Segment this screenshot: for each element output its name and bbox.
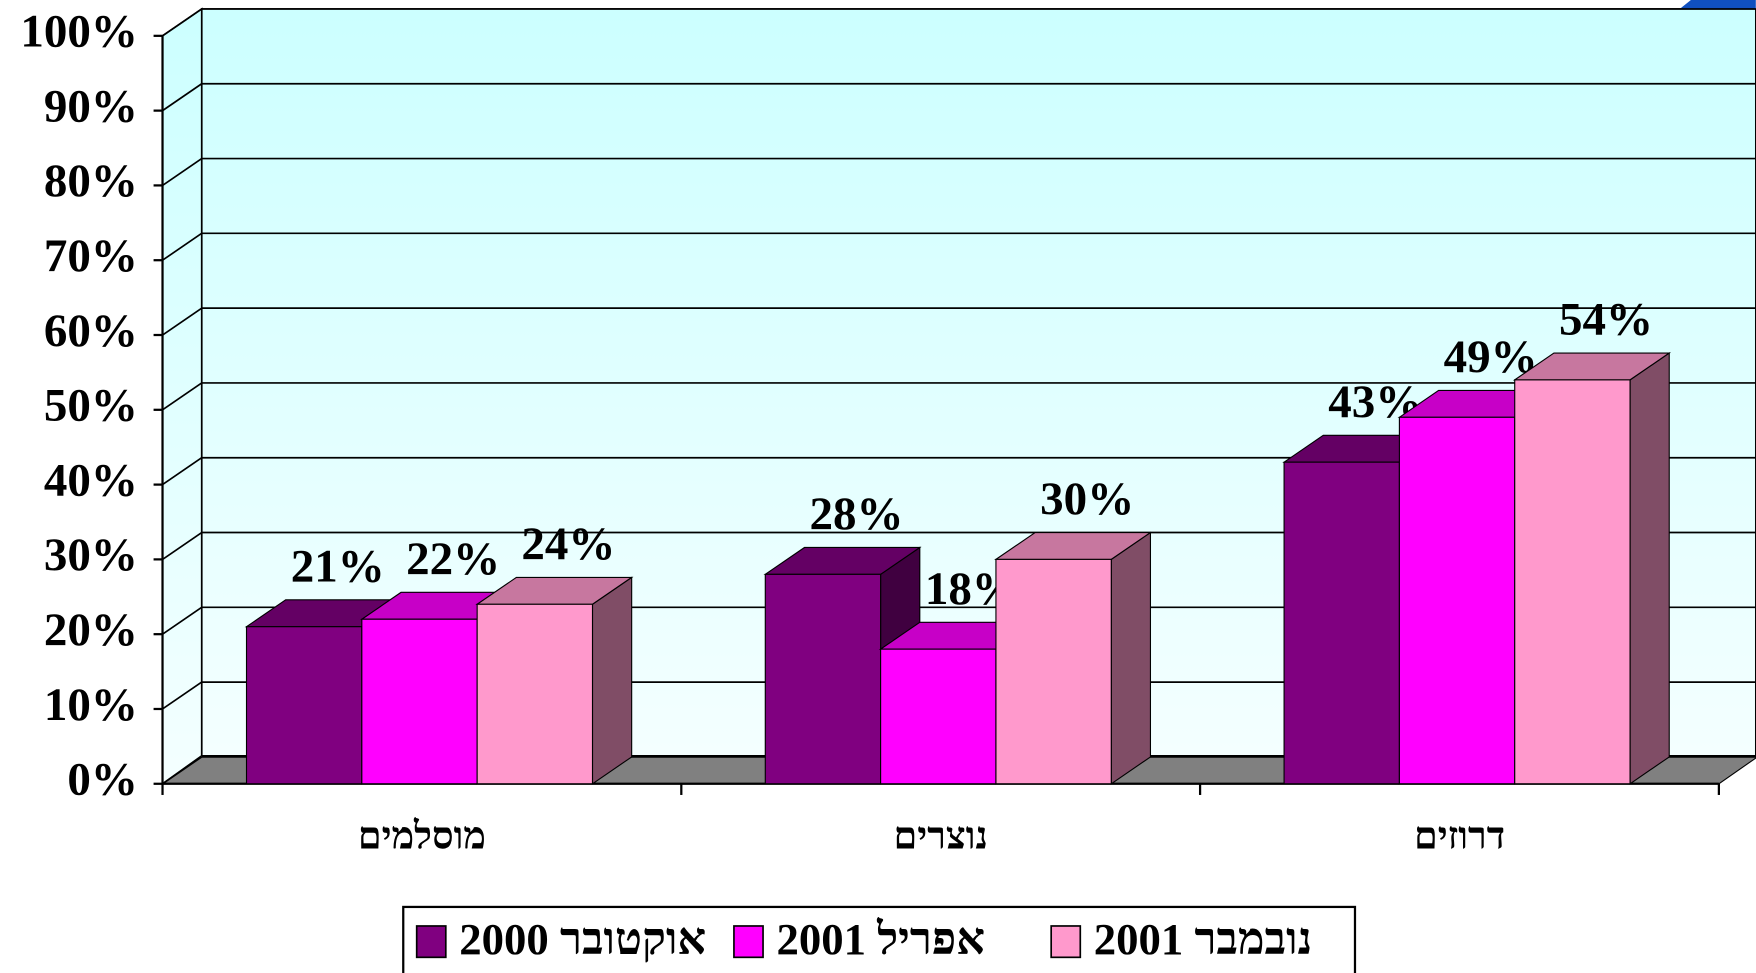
grid-line — [162, 681, 203, 710]
data-label: 30% — [1040, 473, 1134, 525]
y-tick-label: 40% — [44, 454, 138, 506]
bar — [1398, 416, 1516, 785]
data-label: 54% — [1559, 294, 1653, 346]
bar — [880, 648, 997, 785]
grid-line — [162, 8, 203, 37]
x-tick-label: מוסלמים — [358, 815, 486, 857]
corner-decoration — [1679, 0, 1756, 9]
data-label: 21% — [291, 541, 385, 593]
y-tick-label: 70% — [44, 230, 138, 282]
data-label: 24% — [521, 518, 615, 570]
bar-side — [1629, 351, 1670, 785]
grid-line — [162, 531, 203, 561]
y-tick-label: 90% — [44, 80, 138, 132]
y-tick-label: 20% — [44, 604, 138, 656]
legend-swatch — [733, 925, 764, 959]
legend-label: אפריל 2001 — [776, 914, 984, 964]
grid-line — [162, 606, 203, 635]
grid-line — [162, 382, 203, 411]
legend-swatch — [1050, 925, 1082, 959]
y-tick-label: 100% — [20, 6, 138, 58]
y-tick-label: 10% — [44, 679, 138, 731]
grid-line — [162, 756, 203, 785]
grid-line — [162, 307, 203, 336]
x-tick-label: נוצרים — [893, 815, 987, 857]
bar-side — [591, 576, 633, 785]
y-tick-label: 0% — [67, 754, 138, 806]
legend-label: נובמבר 2001 — [1094, 914, 1312, 964]
y-tick-label: 30% — [44, 529, 138, 581]
legend-label: אוקטובר 2000 — [459, 914, 706, 964]
bar — [1283, 461, 1400, 785]
grid-line — [162, 232, 203, 261]
legend-swatch — [415, 925, 447, 959]
x-tick-label: דרוזים — [1414, 815, 1505, 857]
data-label: 22% — [406, 533, 500, 585]
bar — [361, 618, 478, 785]
bar — [476, 603, 594, 785]
grid-line — [162, 83, 203, 112]
bar — [245, 626, 363, 785]
legend — [402, 905, 1357, 973]
y-tick-label: 80% — [44, 155, 138, 207]
grid-line — [162, 457, 203, 486]
y-tick-label: 50% — [44, 380, 138, 432]
bar-side — [1110, 531, 1152, 785]
bar — [995, 558, 1112, 785]
y-tick-label: 60% — [44, 305, 138, 357]
grid-line — [162, 157, 203, 187]
data-label: 28% — [810, 488, 904, 540]
bar — [764, 573, 882, 785]
bar — [1514, 379, 1631, 785]
